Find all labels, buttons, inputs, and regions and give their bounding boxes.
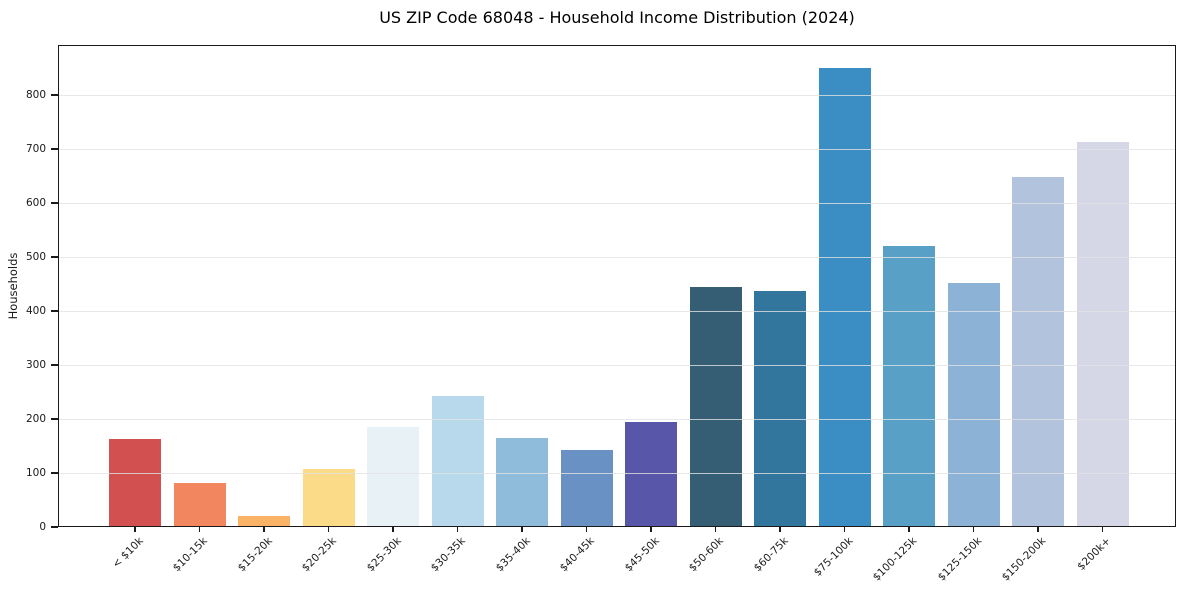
bar-$20-25k <box>302 469 355 527</box>
gridline <box>58 148 1176 150</box>
x-tick-mark <box>521 527 523 532</box>
x-tick-mark <box>263 527 265 532</box>
y-tick-label: 100 <box>25 467 46 480</box>
x-tick-mark <box>1101 527 1104 532</box>
x-tick-label: $15-20k <box>235 535 275 575</box>
gridline <box>58 94 1176 96</box>
y-tick-label: 700 <box>25 143 46 156</box>
x-tick-label: < $10k <box>109 535 146 571</box>
x-tick-label: $20-25k <box>299 535 339 575</box>
bar-$125-150k <box>947 282 1000 527</box>
bar-$100-125k <box>883 246 935 527</box>
y-tick-label: 200 <box>25 413 46 426</box>
x-tick-mark <box>392 527 394 532</box>
y-tick-mark <box>51 310 58 312</box>
x-tick-label: $200k+ <box>1075 535 1113 573</box>
y-tick-label: 300 <box>25 359 46 372</box>
y-tick-mark <box>51 202 58 204</box>
bar-< $10k <box>109 439 161 527</box>
x-tick-mark <box>327 527 330 532</box>
bar-$50-60k <box>689 286 742 527</box>
y-tick-label: 500 <box>25 251 46 264</box>
y-tick-mark <box>51 526 58 528</box>
x-tick-label: $10-15k <box>170 535 210 575</box>
plot-area: 0 100 200 300 400 500 600 700 800 < $10k $10-15k $… <box>26 45 1176 584</box>
x-tick-label: $30-35k <box>428 535 468 575</box>
x-tick-label: $50-60k <box>686 535 726 575</box>
gridline <box>58 364 1176 366</box>
bar-$25-30k <box>367 426 419 527</box>
x-tick-mark <box>650 527 652 532</box>
x-tick-label: $25-30k <box>364 535 404 575</box>
x-tick-mark <box>1037 527 1039 532</box>
x-tick-label: $60-75k <box>751 535 791 575</box>
bar-$15-20k <box>238 515 290 527</box>
y-tick-label: 800 <box>25 89 46 102</box>
bar-$60-75k <box>754 290 806 527</box>
chart-title: US ZIP Code 68048 - Household Income Dis… <box>379 8 855 27</box>
y-tick-mark <box>51 94 58 96</box>
plot-frame <box>58 45 1176 527</box>
bar-$200k+ <box>1076 142 1129 527</box>
x-tick-label: $150-200k <box>999 535 1049 584</box>
x-tick-mark <box>908 527 910 532</box>
x-tick-mark <box>779 527 781 532</box>
x-tick-mark <box>134 527 136 532</box>
x-tick-label: $125-150k <box>935 535 984 584</box>
bar-$35-40k <box>496 438 548 527</box>
y-tick-mark <box>51 256 58 258</box>
bar-$150-200k <box>1012 176 1064 527</box>
x-tick-mark <box>843 527 846 532</box>
bar-$45-50k <box>625 422 677 527</box>
x-tick-label: $100-125k <box>870 535 920 584</box>
bar-$30-35k <box>431 396 484 527</box>
x-tick-mark <box>198 527 201 532</box>
x-tick-label: $40-45k <box>557 535 597 575</box>
x-tick-label: $35-40k <box>493 535 533 575</box>
y-tick-label: 600 <box>25 197 46 210</box>
bar-$75-100k <box>818 68 871 527</box>
y-tick-mark <box>51 364 58 366</box>
y-tick-mark <box>51 418 58 420</box>
gridline <box>58 418 1176 420</box>
bar-$10-15k <box>173 482 226 527</box>
bar-$40-45k <box>560 449 613 527</box>
y-tick-label: 0 <box>39 521 46 533</box>
x-tick-label: $45-50k <box>622 535 662 575</box>
gridline <box>58 310 1176 312</box>
x-tick-mark <box>456 527 459 532</box>
y-tick-label: 400 <box>25 305 46 318</box>
y-tick-mark <box>51 148 58 150</box>
x-tick-mark <box>714 527 717 532</box>
gridline <box>58 202 1176 204</box>
x-tick-mark <box>972 527 975 532</box>
gridline <box>58 256 1176 258</box>
y-tick-mark <box>51 472 58 474</box>
gridline <box>58 472 1176 474</box>
x-tick-mark <box>585 527 588 532</box>
x-tick-label: $75-100k <box>811 535 855 579</box>
